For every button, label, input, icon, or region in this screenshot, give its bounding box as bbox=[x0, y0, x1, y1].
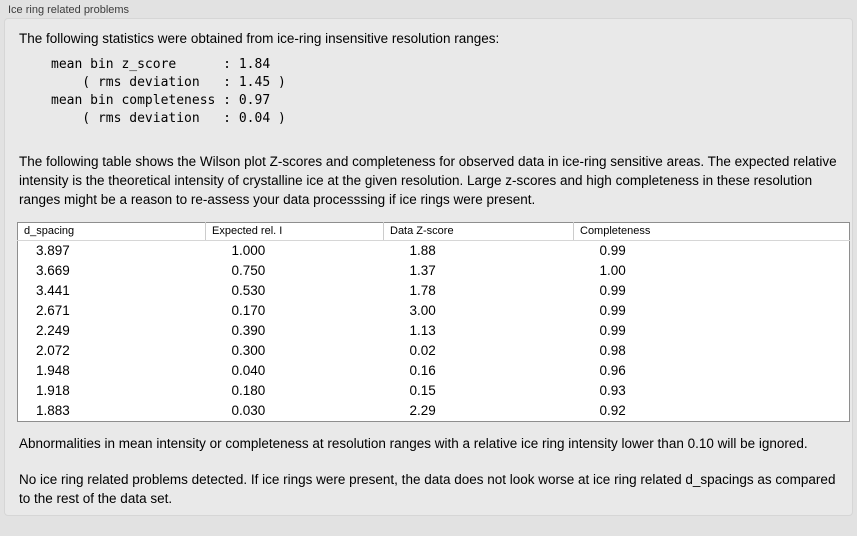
table-row[interactable]: 2.671 0.170 3.00 0.99 bbox=[18, 301, 850, 321]
table-row[interactable]: 2.072 0.300 0.02 0.98 bbox=[18, 341, 850, 361]
table-row[interactable]: 1.883 0.030 2.29 0.92 bbox=[18, 401, 850, 422]
table-cell: 1.883 bbox=[36, 403, 70, 418]
column-header-data-z-score[interactable]: Data Z-score bbox=[383, 222, 574, 241]
table-cell: 0.98 bbox=[599, 343, 626, 358]
table-cell: 0.530 bbox=[231, 283, 266, 298]
table-cell: 1.000 bbox=[231, 243, 266, 258]
table-cell: 1.00 bbox=[599, 263, 626, 278]
table-cell: 2.072 bbox=[36, 343, 70, 358]
table-row[interactable]: 3.441 0.530 1.78 0.99 bbox=[18, 281, 850, 301]
table-cell: 1.948 bbox=[36, 363, 70, 378]
table-cell: 1.13 bbox=[409, 323, 436, 338]
ignore-note: Abnormalities in mean intensity or compl… bbox=[19, 436, 808, 451]
table-cell: 3.441 bbox=[36, 283, 70, 298]
table-cell: 0.92 bbox=[599, 403, 626, 418]
ice-ring-table: d_spacing Expected rel. I Data Z-score C… bbox=[17, 222, 850, 422]
table-row[interactable]: 1.918 0.180 0.15 0.93 bbox=[18, 381, 850, 401]
table-cell: 1.78 bbox=[409, 283, 436, 298]
table-header-row: d_spacing Expected rel. I Data Z-score C… bbox=[17, 222, 850, 241]
table-cell: 1.37 bbox=[409, 263, 436, 278]
table-cell: 3.00 bbox=[409, 303, 436, 318]
table-cell: 0.96 bbox=[599, 363, 626, 378]
table-cell: 0.02 bbox=[409, 343, 436, 358]
table-cell: 1.88 bbox=[409, 243, 436, 258]
table-cell: 0.180 bbox=[231, 383, 266, 398]
panel-title: Ice ring related problems bbox=[8, 4, 130, 16]
ice-ring-panel: The following statistics were obtained f… bbox=[4, 18, 853, 516]
table-row[interactable]: 1.948 0.040 0.16 0.96 bbox=[18, 361, 850, 381]
column-header-d-spacing[interactable]: d_spacing bbox=[17, 222, 206, 241]
table-cell: 2.29 bbox=[409, 403, 436, 418]
table-row[interactable]: 3.669 0.750 1.37 1.00 bbox=[18, 261, 850, 281]
stats-block: mean bin z_score : 1.84 ( rms deviation … bbox=[51, 57, 286, 126]
table-cell: 3.897 bbox=[36, 243, 70, 258]
table-cell: 1.918 bbox=[36, 383, 70, 398]
description-text: The following table shows the Wilson plo… bbox=[19, 154, 837, 207]
table-row[interactable]: 2.249 0.390 1.13 0.99 bbox=[18, 321, 850, 341]
table-cell: 0.16 bbox=[409, 363, 436, 378]
column-header-completeness[interactable]: Completeness bbox=[573, 222, 850, 241]
table-cell: 0.99 bbox=[599, 303, 626, 318]
column-header-expected-rel-i[interactable]: Expected rel. I bbox=[205, 222, 384, 241]
table-cell: 0.170 bbox=[231, 303, 266, 318]
table-cell: 0.750 bbox=[231, 263, 266, 278]
table-cell: 3.669 bbox=[36, 263, 70, 278]
table-cell: 2.671 bbox=[36, 303, 70, 318]
table-cell: 0.040 bbox=[231, 363, 266, 378]
conclusion-note: No ice ring related problems detected. I… bbox=[19, 472, 836, 506]
intro-text: The following statistics were obtained f… bbox=[19, 31, 500, 46]
table-cell: 0.93 bbox=[599, 383, 626, 398]
table-cell: 0.99 bbox=[599, 243, 626, 258]
table-cell: 0.300 bbox=[231, 343, 266, 358]
table-cell: 0.390 bbox=[231, 323, 266, 338]
table-cell: 0.99 bbox=[599, 323, 626, 338]
table-cell: 2.249 bbox=[36, 323, 70, 338]
table-cell: 0.99 bbox=[599, 283, 626, 298]
table-cell: 0.15 bbox=[409, 383, 436, 398]
table-row[interactable]: 3.897 1.000 1.88 0.99 bbox=[18, 241, 850, 262]
table-cell: 0.030 bbox=[231, 403, 266, 418]
